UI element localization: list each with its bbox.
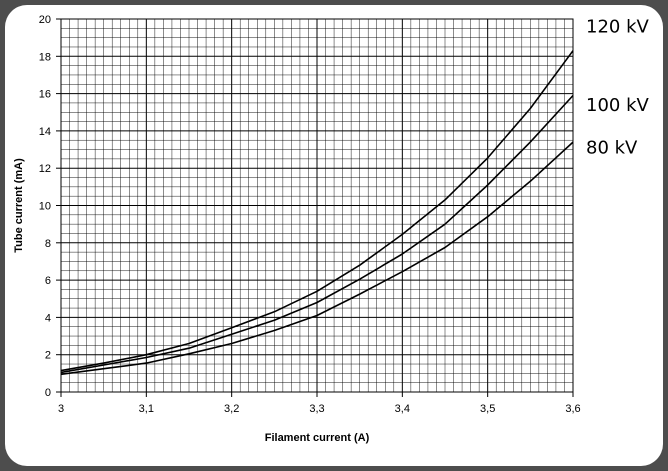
x-tick-label: 3,5 — [480, 403, 495, 415]
series-labels: 120 kV 100 kV 80 kV — [586, 16, 650, 158]
y-tick-label: 10 — [39, 201, 51, 213]
y-tick-label: 18 — [39, 51, 51, 63]
series-label-100-kv: 100 kV — [586, 95, 650, 116]
x-tick-label: 3,3 — [309, 403, 324, 415]
y-tick-label: 0 — [45, 387, 51, 399]
y-tick-labels: 0 2 4 6 8 10 12 14 16 18 20 — [39, 14, 51, 399]
y-tick-label: 16 — [39, 89, 51, 101]
y-tick-label: 4 — [45, 312, 51, 324]
x-tick-label: 3,1 — [139, 403, 154, 415]
y-tick-label: 6 — [45, 275, 51, 287]
y-tick-label: 8 — [45, 238, 51, 250]
series-line-100-kv — [60, 94, 574, 374]
series-label-80-kv: 80 kV — [586, 138, 638, 159]
y-tick-label: 2 — [45, 350, 51, 362]
series-lines — [60, 50, 574, 376]
major-gridlines — [56, 18, 574, 397]
y-tick-label: 14 — [39, 126, 51, 138]
plot-frame — [60, 18, 574, 393]
y-tick-label: 12 — [39, 163, 51, 175]
x-axis-title: Filament current (A) — [265, 432, 370, 444]
x-tick-labels: 3 3,1 3,2 3,3 3,4 3,5 3,6 — [58, 403, 581, 415]
x-tick-label: 3,2 — [224, 403, 239, 415]
series-line-120-kv — [60, 50, 574, 372]
x-tick-label: 3,6 — [565, 403, 580, 415]
series-label-120-kv: 120 kV — [586, 16, 650, 37]
series-line-80-kv — [60, 141, 574, 376]
x-tick-label: 3,4 — [395, 403, 410, 415]
x-tick-label: 3 — [58, 403, 64, 415]
y-tick-label: 20 — [39, 14, 51, 26]
y-axis-title: Tube current (mA) — [13, 158, 25, 253]
